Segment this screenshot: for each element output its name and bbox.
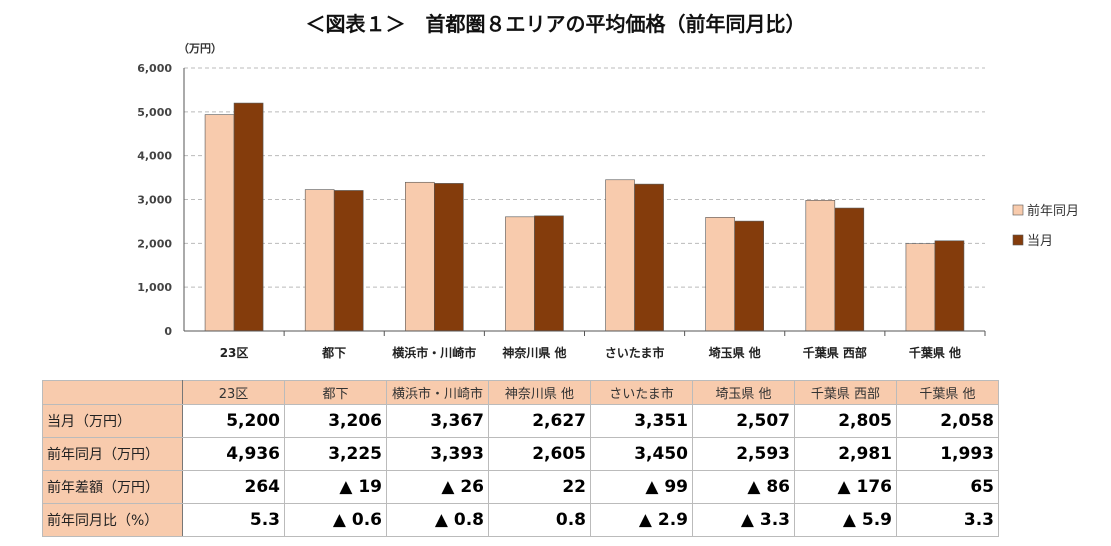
column-header: さいたま市 — [590, 380, 693, 405]
y-tick-label: 4,000 — [137, 150, 172, 163]
bar-current — [634, 183, 664, 332]
table-cell: ▲ 5.9 — [794, 503, 897, 537]
column-header: 23区 — [182, 380, 285, 405]
table-cell: 2,981 — [794, 437, 897, 471]
x-tick-label: 千葉県 他 — [909, 345, 961, 360]
x-tick-label: 埼玉県 他 — [709, 345, 761, 360]
bar-prior — [805, 200, 836, 332]
table-cell: 3,393 — [386, 437, 489, 471]
x-tick-label: 千葉県 西部 — [803, 345, 867, 360]
y-axis-unit: （万円） — [178, 42, 222, 55]
bar-current — [434, 183, 464, 332]
bar-current — [934, 240, 965, 332]
y-tick-label: 3,000 — [137, 194, 172, 207]
y-tick-label: 2,000 — [137, 237, 172, 250]
table-cell: 2,507 — [692, 404, 795, 438]
bar-current — [534, 215, 564, 332]
bar-current — [233, 102, 264, 332]
table-cell: ▲ 2.9 — [590, 503, 693, 537]
table-cell: 0.8 — [488, 503, 591, 537]
table-row: 前年同月（万円） 4,936 3,225 3,393 2,605 3,450 2,593 2,… — [42, 437, 999, 471]
x-tick-label: 神奈川県 他 — [502, 345, 566, 360]
table-cell: 4,936 — [182, 437, 285, 471]
table-cell: ▲ 3.3 — [692, 503, 795, 537]
legend-label: 前年同月 — [1027, 203, 1079, 219]
table-corner — [42, 380, 183, 405]
table-header-row: 23区 都下 横浜市・川崎市 神奈川県 他さいたま市 埼玉県 他千葉県 西部 千葉県 他 — [42, 380, 999, 405]
column-header: 神奈川県 他 — [488, 380, 591, 405]
row-header: 前年差額（万円） — [42, 470, 183, 504]
table-cell: 22 — [488, 470, 591, 504]
legend-swatch — [1012, 234, 1024, 246]
table-cell: 2,058 — [896, 404, 999, 438]
table-cell: 2,805 — [794, 404, 897, 438]
table-cell: 2,605 — [488, 437, 591, 471]
column-header: 千葉県 西部 — [794, 380, 897, 405]
table-cell: ▲ 99 — [590, 470, 693, 504]
row-header: 当月（万円） — [42, 404, 183, 438]
table-cell: ▲ 0.8 — [386, 503, 489, 537]
bar-prior — [705, 217, 735, 332]
bar-current — [734, 220, 764, 332]
row-header: 前年同月比（%） — [42, 503, 183, 537]
x-tick-label: 都下 — [321, 345, 346, 360]
y-tick-label: 0 — [164, 325, 172, 338]
y-tick-label: 6,000 — [137, 62, 172, 75]
x-tick-label: 23区 — [220, 346, 249, 360]
table-cell: ▲ 19 — [284, 470, 387, 504]
bar-prior — [605, 179, 635, 332]
chart-title: ＜図表１＞ 首都圏８エリアの平均価格（前年同月比） — [305, 12, 806, 36]
table-cell: 264 — [182, 470, 285, 504]
table-cell: 2,627 — [488, 404, 591, 438]
row-header: 前年同月（万円） — [42, 437, 183, 471]
x-tick-label: さいたま市 — [605, 345, 665, 360]
table-row: 前年同月比（%） 5.3 ▲ 0.6 ▲ 0.8 0.8 ▲ 2.9 ▲ 3.3 ▲ 5.9 3… — [42, 503, 999, 537]
table-cell: 1,993 — [896, 437, 999, 471]
bar-prior — [905, 243, 936, 332]
table-cell: 5.3 — [182, 503, 285, 537]
bar-prior — [204, 114, 235, 332]
table-cell: 3.3 — [896, 503, 999, 537]
x-tick-label: 横浜市・川崎市 — [392, 345, 476, 360]
y-tick-label: 5,000 — [137, 106, 172, 119]
column-header: 千葉県 他 — [896, 380, 999, 405]
column-header: 都下 — [284, 380, 387, 405]
table-cell: 3,351 — [590, 404, 693, 438]
table-row: 当月（万円） 5,200 3,206 3,367 2,627 3,351 2,507 2,80… — [42, 404, 999, 438]
y-tick-label: 1,000 — [137, 281, 172, 294]
table-cell: 65 — [896, 470, 999, 504]
table-cell: 5,200 — [182, 404, 285, 438]
table-cell: 3,206 — [284, 404, 387, 438]
table-cell: ▲ 86 — [692, 470, 795, 504]
bar-chart: （万円） 0 1,000 2,000 3,000 4,000 5,000 6,000 23区 都下… — [137, 42, 1079, 360]
table-cell: 3,367 — [386, 404, 489, 438]
bar-prior — [505, 216, 535, 332]
column-header: 埼玉県 他 — [692, 380, 795, 405]
data-table: 23区 都下 横浜市・川崎市 神奈川県 他さいたま市 埼玉県 他千葉県 西部 千葉県 他当… — [42, 380, 999, 537]
bar-current — [834, 207, 865, 332]
table-cell: ▲ 0.6 — [284, 503, 387, 537]
table-cell: ▲ 176 — [794, 470, 897, 504]
table-row: 前年差額（万円） 264 ▲ 19 ▲ 26 22 ▲ 99 ▲ 86 ▲ 176 65 — [42, 470, 999, 504]
bar-current — [333, 190, 364, 332]
legend-swatch — [1012, 204, 1024, 216]
table-cell: 2,593 — [692, 437, 795, 471]
bar-prior — [405, 181, 435, 332]
table-cell: 3,225 — [284, 437, 387, 471]
column-header: 横浜市・川崎市 — [386, 380, 489, 405]
table-cell: 3,450 — [590, 437, 693, 471]
table-cell: ▲ 26 — [386, 470, 489, 504]
bar-prior — [304, 189, 335, 332]
legend-label: 当月 — [1027, 234, 1053, 249]
